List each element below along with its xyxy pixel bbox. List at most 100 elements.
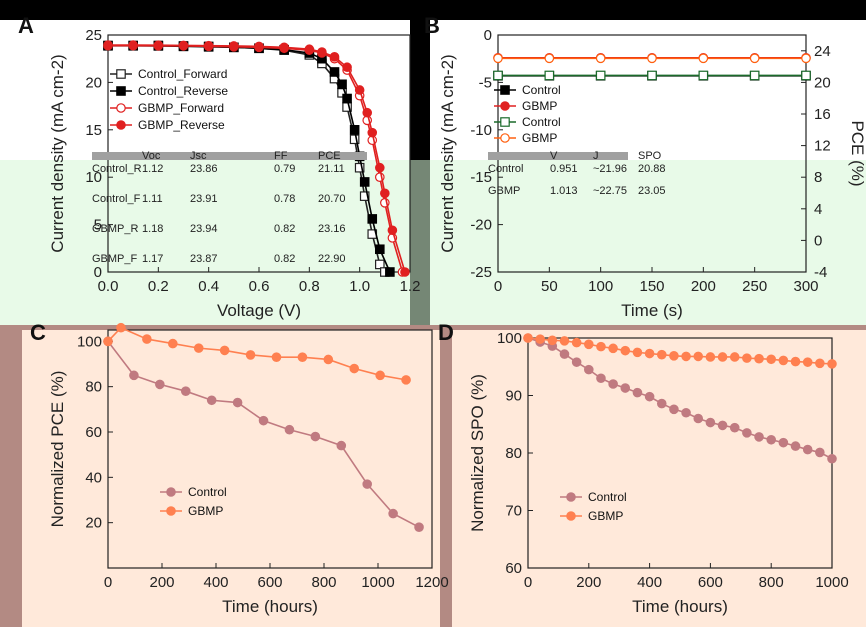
chartC-legend-marker	[166, 506, 176, 516]
chartB-table-header: J	[593, 150, 599, 162]
chartA-table-cell: 23.16	[318, 223, 346, 235]
chartA-xlabel: Voltage (V)	[217, 301, 301, 320]
chartC-point	[271, 352, 282, 362]
chartD-xlabel: Time (hours)	[632, 597, 728, 616]
chartA-xtick-label: 1.2	[400, 278, 421, 295]
chartB-point	[801, 53, 811, 64]
chartB-xtick-label: 50	[541, 278, 558, 295]
chartA-point	[349, 124, 360, 135]
chartA-point	[304, 44, 315, 55]
chartA-xtick-label: 0.0	[98, 278, 119, 295]
chartD-ylabel: Normalized SPO (%)	[468, 374, 487, 532]
chartB-table-cell: 0.951	[550, 163, 578, 175]
chartD-point	[717, 352, 728, 362]
chartA-ytick-label: 15	[85, 122, 102, 139]
chartD-point	[644, 391, 655, 402]
chartD-point	[705, 352, 716, 362]
chartA-xtick-label: 1.0	[349, 278, 370, 295]
chartD-point	[766, 354, 776, 365]
chartB-point	[544, 70, 555, 81]
chartD-point	[778, 437, 789, 448]
chartA-point	[375, 244, 385, 255]
chartB-legend-label: Control	[522, 83, 561, 97]
chartD-point	[717, 420, 728, 431]
chartC-xtick-label: 1200	[415, 574, 448, 591]
chartD-legend-marker	[566, 511, 576, 521]
chartA-legend-marker	[116, 69, 126, 79]
chartC-point	[258, 415, 269, 426]
panel-c-chart: 0 200 400 600 800 1000 1200 20 40 60 80 100 Time (ho…	[48, 322, 449, 616]
chartB-y2tick-label: 0	[814, 232, 822, 249]
chartB-ytick-label: -20	[470, 217, 492, 234]
chartC-point	[116, 322, 126, 333]
chartC-ytick-label: 20	[85, 515, 102, 532]
chartA-table-header-bar	[92, 152, 367, 160]
chartA-point	[279, 42, 289, 53]
chartB-ytick-label: -5	[479, 74, 492, 91]
chartD-point	[790, 441, 801, 451]
chartB-table-cell: GBMP	[488, 185, 520, 197]
chartB-point	[544, 53, 555, 64]
chartB-y2tick-label: 24	[814, 43, 831, 60]
chartC-point	[388, 508, 398, 519]
chartB-point	[647, 70, 657, 81]
chartD-xtick-label: 800	[759, 574, 784, 591]
chartD-point	[547, 335, 558, 346]
chartA-ytick-label: 20	[85, 74, 102, 91]
chartC-ytick-label: 100	[77, 333, 102, 350]
chartA-legend-marker	[116, 103, 126, 113]
panel-d-bg	[452, 330, 866, 627]
chartD-point	[559, 336, 570, 346]
chartD-point	[620, 383, 631, 393]
chartB-legend-marker	[500, 117, 510, 127]
chartA-table-cell: 23.87	[190, 253, 218, 265]
chartA-point	[329, 67, 340, 77]
chartD-point	[815, 447, 825, 458]
panel-label-b: B	[424, 13, 440, 38]
chartD-point	[778, 355, 789, 366]
chartA-point	[128, 40, 138, 50]
chartD-xtick-label: 400	[637, 574, 662, 591]
chartD-legend-label: GBMP	[588, 509, 623, 523]
chartA-ylabel: Current density (mA cm-2)	[48, 54, 67, 252]
chartD-point	[681, 351, 691, 362]
chartB-legend-marker	[500, 133, 510, 143]
chartA-ytick-label: 10	[85, 169, 102, 186]
chartA-ytick-label: 5	[94, 217, 102, 234]
chartB-y2tick-label: 20	[814, 74, 831, 91]
chartA-legend-label: Control_Forward	[138, 67, 227, 81]
chartD-point	[571, 357, 582, 367]
chartB-y2tick-label: 8	[814, 169, 822, 186]
chartD-ytick-label: 80	[505, 445, 522, 462]
chartA-table-header: FF	[274, 150, 288, 162]
chartA-point	[380, 188, 390, 199]
chartD-point	[596, 341, 606, 352]
chartB-y2tick-label: 12	[814, 138, 831, 155]
chartB-ytick-label: -15	[470, 169, 492, 186]
chartC-xtick-label: 0	[104, 574, 112, 591]
chartC-point	[323, 354, 334, 365]
chartD-point	[583, 364, 594, 375]
chartC-point	[284, 424, 295, 435]
chartD-xtick-label: 0	[524, 574, 532, 591]
chartC-point	[245, 350, 256, 360]
chartD-point	[669, 351, 679, 361]
chartA-point	[359, 177, 370, 187]
chartA-table-cell: 0.79	[274, 163, 295, 175]
chartD-point	[535, 334, 545, 344]
chartD-point	[742, 353, 752, 363]
chartD-point	[766, 434, 776, 445]
chartD-legend-marker	[566, 492, 576, 502]
chartA-point	[103, 40, 113, 50]
chartB-table-cell: 1.013	[550, 185, 578, 197]
panel-d-chart: 0 200 400 600 800 1000 60 70 80 90 100 Time (hours)…	[468, 330, 849, 616]
chartA-point	[400, 267, 410, 277]
chartD-point	[608, 379, 618, 389]
chartB-ylabel: Current density (mA cm-2)	[438, 54, 457, 252]
chartB-xtick-label: 150	[639, 278, 664, 295]
chartA-point	[153, 40, 164, 50]
chartC-ylabel: Normalized PCE (%)	[48, 371, 67, 528]
chartA-ytick-label: 25	[85, 27, 102, 44]
chartB-xtick-label: 0	[494, 278, 502, 295]
chartA-ytick-label: 0	[94, 264, 102, 281]
